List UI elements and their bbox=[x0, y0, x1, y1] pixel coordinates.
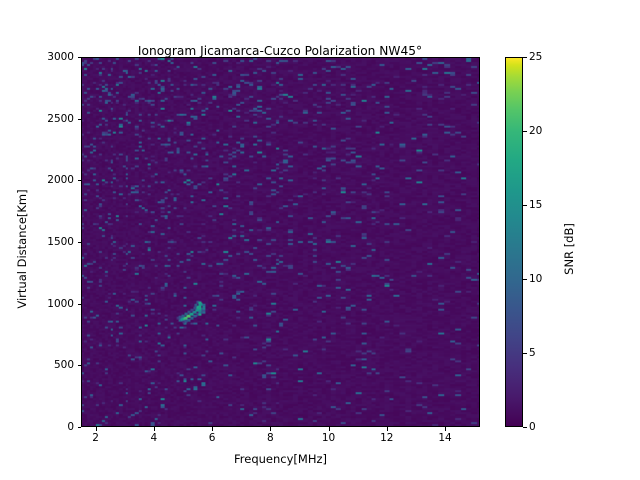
x-tick-label: 6 bbox=[208, 432, 216, 444]
x-tick-label: 2 bbox=[92, 432, 99, 444]
colorbar-tick-mark bbox=[523, 131, 527, 132]
x-tick-mark bbox=[328, 427, 330, 431]
colorbar-gradient bbox=[506, 58, 522, 426]
colorbar-tick-label: 25 bbox=[529, 51, 543, 63]
x-axis-label: Frequency[MHz] bbox=[234, 452, 327, 466]
y-tick-label: 0 bbox=[67, 421, 74, 433]
colorbar-tick-mark bbox=[523, 353, 527, 354]
y-tick-mark bbox=[77, 118, 81, 120]
y-tick-mark bbox=[77, 365, 81, 367]
y-tick-label: 1000 bbox=[47, 297, 74, 310]
colorbar-tick-mark bbox=[523, 279, 527, 280]
x-tick-label: 4 bbox=[150, 432, 158, 444]
y-tick-mark bbox=[77, 242, 81, 243]
x-tick-mark bbox=[445, 427, 447, 431]
y-tick-label: 1500 bbox=[47, 236, 74, 248]
colorbar-tick-label: 10 bbox=[529, 273, 543, 285]
x-tick-mark bbox=[270, 427, 272, 431]
x-tick-label: 12 bbox=[380, 432, 394, 444]
y-tick-label: 3000 bbox=[47, 51, 74, 63]
x-tick-label: 8 bbox=[266, 432, 274, 444]
y-tick-mark bbox=[77, 427, 81, 428]
x-tick-mark bbox=[95, 427, 97, 431]
y-tick-label: 2000 bbox=[47, 174, 74, 187]
y-tick-mark bbox=[77, 180, 81, 182]
colorbar-tick-label: 5 bbox=[529, 347, 536, 359]
y-axis-label: Virtual Distance[Km] bbox=[15, 189, 29, 309]
x-tick-mark bbox=[212, 427, 214, 431]
colorbar-tick-label: 15 bbox=[529, 199, 543, 211]
ionogram-heatmap bbox=[82, 58, 479, 426]
y-tick-label: 2500 bbox=[47, 112, 74, 125]
y-tick-mark bbox=[77, 303, 81, 305]
x-tick-mark bbox=[153, 427, 155, 431]
colorbar-tick-mark bbox=[523, 57, 527, 58]
colorbar-tick-label: 0 bbox=[529, 421, 536, 433]
colorbar-tick-mark bbox=[523, 205, 527, 206]
ionogram-plot-area[interactable] bbox=[81, 57, 480, 427]
x-tick-label: 14 bbox=[438, 432, 452, 444]
colorbar-tick-label: 20 bbox=[529, 125, 543, 137]
y-tick-mark bbox=[77, 57, 81, 58]
colorbar-label: SNR [dB] bbox=[562, 223, 576, 275]
colorbar[interactable] bbox=[505, 57, 523, 427]
colorbar-tick-mark bbox=[523, 427, 527, 428]
x-tick-mark bbox=[386, 427, 388, 431]
title-line-1: Ionogram Jicamarca-Cuzco Polarization NW… bbox=[137, 44, 423, 58]
y-tick-label: 500 bbox=[53, 359, 74, 372]
x-tick-label: 10 bbox=[321, 432, 336, 444]
